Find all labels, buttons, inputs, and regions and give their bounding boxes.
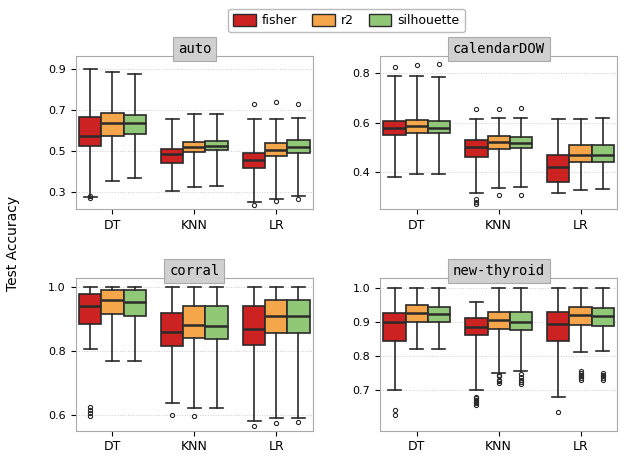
PathPatch shape (466, 140, 488, 157)
PathPatch shape (183, 307, 205, 338)
PathPatch shape (466, 319, 488, 336)
PathPatch shape (123, 291, 146, 316)
Title: new-thyroid: new-thyroid (452, 264, 545, 278)
PathPatch shape (406, 305, 428, 322)
PathPatch shape (510, 312, 532, 329)
PathPatch shape (570, 307, 592, 325)
PathPatch shape (570, 145, 592, 162)
PathPatch shape (205, 306, 227, 339)
PathPatch shape (79, 117, 101, 146)
PathPatch shape (265, 300, 287, 334)
PathPatch shape (287, 300, 309, 334)
PathPatch shape (547, 312, 570, 341)
PathPatch shape (428, 122, 450, 133)
PathPatch shape (243, 153, 265, 168)
PathPatch shape (79, 293, 101, 324)
Title: calendarDOW: calendarDOW (452, 42, 545, 56)
PathPatch shape (510, 137, 532, 148)
PathPatch shape (265, 143, 287, 156)
PathPatch shape (488, 312, 510, 329)
PathPatch shape (406, 120, 428, 132)
PathPatch shape (205, 141, 227, 150)
PathPatch shape (488, 136, 510, 148)
PathPatch shape (101, 113, 123, 136)
PathPatch shape (592, 145, 614, 162)
PathPatch shape (123, 115, 146, 133)
Title: corral: corral (169, 264, 219, 278)
PathPatch shape (384, 314, 406, 341)
Title: auto: auto (178, 42, 211, 56)
PathPatch shape (428, 307, 450, 322)
PathPatch shape (161, 149, 183, 162)
Text: Test Accuracy: Test Accuracy (6, 196, 20, 291)
PathPatch shape (547, 155, 570, 182)
PathPatch shape (384, 122, 406, 135)
PathPatch shape (183, 142, 205, 152)
Legend: fisher, r2, silhouette: fisher, r2, silhouette (228, 8, 465, 32)
PathPatch shape (161, 313, 183, 346)
PathPatch shape (287, 140, 309, 153)
PathPatch shape (592, 307, 614, 326)
PathPatch shape (101, 291, 123, 314)
PathPatch shape (243, 307, 265, 344)
